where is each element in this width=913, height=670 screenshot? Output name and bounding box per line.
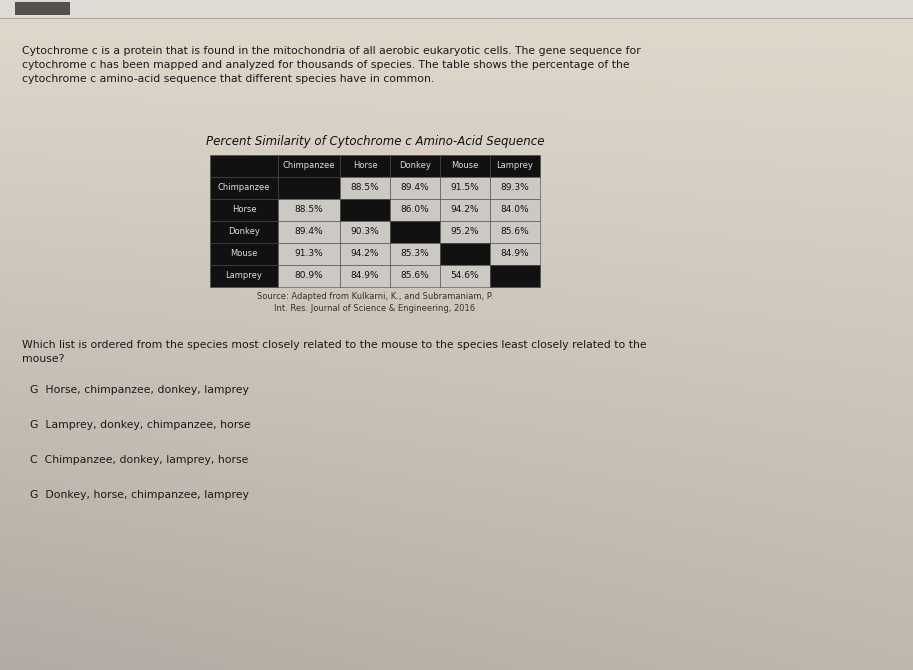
Bar [210,243,278,265]
Bar [15,2,70,15]
Text: 91.3%: 91.3% [295,249,323,259]
Text: 91.5%: 91.5% [451,184,479,192]
Text: cytochrome c amino-acid sequence that different species have in common.: cytochrome c amino-acid sequence that di… [22,74,435,84]
Bar [210,265,278,287]
Text: Chimpanzee: Chimpanzee [217,184,270,192]
Bar [210,199,278,221]
Text: 84.9%: 84.9% [351,271,379,281]
Text: Source: Adapted from Kulkarni, K., and Subramaniam, P.: Source: Adapted from Kulkarni, K., and S… [257,292,493,301]
Bar [340,177,390,199]
Bar [340,155,390,177]
Bar [340,243,390,265]
Bar [440,265,490,287]
Bar [340,221,390,243]
Text: 80.9%: 80.9% [295,271,323,281]
Text: 89.4%: 89.4% [401,184,429,192]
Text: 88.5%: 88.5% [295,206,323,214]
Bar [390,265,440,287]
Bar [490,243,540,265]
Bar [210,177,278,199]
Bar [490,177,540,199]
Bar [340,265,390,287]
Bar [390,155,440,177]
Text: Horse: Horse [352,161,377,170]
Bar [278,199,340,221]
Bar [490,199,540,221]
Text: 89.4%: 89.4% [295,228,323,237]
Bar [440,243,490,265]
Text: 84.9%: 84.9% [500,249,530,259]
Bar [278,177,340,199]
Text: 95.2%: 95.2% [451,228,479,237]
Bar [490,155,540,177]
Text: 89.3%: 89.3% [500,184,530,192]
Text: G  Lamprey, donkey, chimpanzee, horse: G Lamprey, donkey, chimpanzee, horse [30,420,251,430]
Text: Horse: Horse [232,206,257,214]
Bar [490,221,540,243]
Bar [0,0,913,18]
Bar [340,199,390,221]
Text: 85.6%: 85.6% [500,228,530,237]
Text: Which list is ordered from the species most closely related to the mouse to the : Which list is ordered from the species m… [22,340,646,350]
Bar [440,155,490,177]
Bar [390,177,440,199]
Text: Chimpanzee: Chimpanzee [283,161,335,170]
Text: 94.2%: 94.2% [351,249,379,259]
Text: Donkey: Donkey [228,228,260,237]
Text: 90.3%: 90.3% [351,228,380,237]
Text: mouse?: mouse? [22,354,65,364]
Bar [490,265,540,287]
Bar [390,243,440,265]
Text: 85.6%: 85.6% [401,271,429,281]
Text: cytochrome c has been mapped and analyzed for thousands of species. The table sh: cytochrome c has been mapped and analyze… [22,60,630,70]
Bar [210,155,278,177]
Text: G  Horse, chimpanzee, donkey, lamprey: G Horse, chimpanzee, donkey, lamprey [30,385,249,395]
Text: Mouse: Mouse [230,249,257,259]
Text: C  Chimpanzee, donkey, lamprey, horse: C Chimpanzee, donkey, lamprey, horse [30,455,248,465]
Bar [278,265,340,287]
Bar [440,177,490,199]
Bar [390,199,440,221]
Text: Percent Similarity of Cytochrome c Amino-Acid Sequence: Percent Similarity of Cytochrome c Amino… [205,135,544,148]
Bar [210,221,278,243]
Text: Mouse: Mouse [451,161,478,170]
Text: Int. Res. Journal of Science & Engineering, 2016: Int. Res. Journal of Science & Engineeri… [275,304,476,313]
Bar [278,155,340,177]
Bar [390,221,440,243]
Bar [278,243,340,265]
Text: 54.6%: 54.6% [451,271,479,281]
Bar [278,221,340,243]
Text: 85.3%: 85.3% [401,249,429,259]
Text: 88.5%: 88.5% [351,184,380,192]
Text: Donkey: Donkey [399,161,431,170]
Text: Lamprey: Lamprey [497,161,533,170]
Bar [440,221,490,243]
Text: 84.0%: 84.0% [500,206,530,214]
Text: Lamprey: Lamprey [226,271,262,281]
Text: 86.0%: 86.0% [401,206,429,214]
Text: Cytochrome c is a protein that is found in the mitochondria of all aerobic eukar: Cytochrome c is a protein that is found … [22,46,641,56]
Bar [440,199,490,221]
Text: 94.2%: 94.2% [451,206,479,214]
Text: G  Donkey, horse, chimpanzee, lamprey: G Donkey, horse, chimpanzee, lamprey [30,490,249,500]
